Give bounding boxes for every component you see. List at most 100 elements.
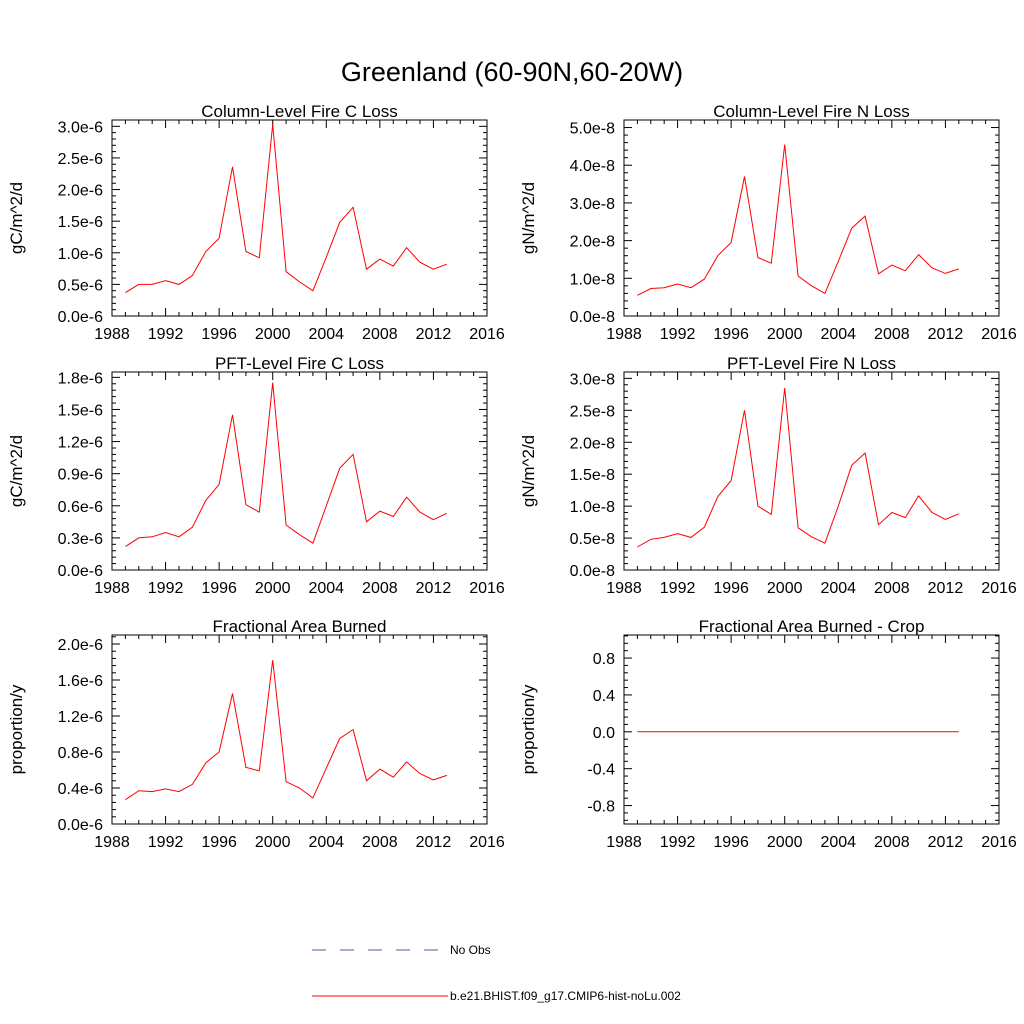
- x-tick-label: 2016: [981, 580, 1017, 597]
- x-tick-label: 2008: [362, 326, 398, 343]
- plot-frame: [623, 634, 1000, 825]
- panel-title: PFT-Level Fire N Loss: [727, 354, 896, 373]
- y-axis-label: gC/m^2/d: [7, 182, 26, 254]
- series-line: [125, 660, 447, 801]
- y-tick-label: 0.4e-6: [58, 781, 103, 798]
- panel-title: Fractional Area Burned: [213, 617, 387, 636]
- y-tick-label: 0.0e-6: [58, 563, 103, 580]
- y-tick-label: 0.8e-6: [58, 745, 103, 762]
- y-axis-label: gN/m^2/d: [519, 435, 538, 507]
- x-tick-label: 1996: [713, 834, 749, 851]
- y-tick-label: 0.8: [593, 651, 615, 668]
- series-line: [125, 382, 448, 547]
- x-tick-label: 2004: [308, 834, 344, 851]
- chart-panel-1: Column-Level Fire C Loss gC/m^2/d 1988 1992…: [7, 102, 505, 343]
- y-tick-label: 0.4: [593, 688, 615, 705]
- x-tick-label: 2000: [255, 834, 291, 851]
- x-tick-label: 1988: [94, 326, 130, 343]
- y-tick-label: 2.5e-6: [58, 151, 103, 168]
- y-tick-label: 0.0: [593, 725, 615, 742]
- panel-title: Fractional Area Burned - Crop: [699, 617, 925, 636]
- y-tick-label: 0.0e-8: [570, 309, 615, 326]
- y-tick-label: 2.0e-8: [570, 435, 615, 452]
- y-axis-label: proportion/y: [519, 684, 538, 774]
- x-tick-label: 2000: [255, 326, 291, 343]
- x-tick-label: 2008: [874, 326, 910, 343]
- y-tick-label: 2.0e-6: [58, 637, 103, 654]
- y-tick-label: 1.5e-6: [58, 214, 103, 231]
- x-tick-label: 2000: [767, 326, 803, 343]
- plot-frame: [623, 119, 1000, 317]
- figure-title: Greenland (60-90N,60-20W): [341, 57, 683, 87]
- series-line: [637, 387, 959, 548]
- x-tick-label: 1988: [94, 580, 130, 597]
- x-tick-label: 2004: [820, 834, 856, 851]
- x-tick-label: 2000: [767, 834, 803, 851]
- y-tick-label: -0.8: [587, 799, 615, 816]
- x-tick-label: 1992: [660, 326, 696, 343]
- chart-panel-2: Column-Level Fire N Loss gN/m^2/d 1988 1992…: [519, 102, 1017, 343]
- y-tick-label: 4.0e-8: [570, 158, 615, 175]
- panel-title: Column-Level Fire C Loss: [201, 102, 398, 121]
- x-tick-label: 2004: [308, 326, 344, 343]
- y-tick-label: 1.8e-6: [58, 370, 103, 387]
- x-tick-label: 1988: [606, 580, 642, 597]
- y-tick-label: 0.9e-6: [58, 467, 103, 484]
- plot-frame: [111, 119, 488, 317]
- y-axis-label: gC/m^2/d: [7, 435, 26, 507]
- y-tick-label: 3.0e-6: [58, 119, 103, 136]
- series-line: [125, 124, 447, 294]
- panel-title: PFT-Level Fire C Loss: [215, 354, 384, 373]
- x-tick-label: 1996: [713, 326, 749, 343]
- x-tick-label: 2016: [469, 326, 505, 343]
- x-tick-label: 1988: [606, 834, 642, 851]
- chart-panel-3: PFT-Level Fire C Loss gC/m^2/d 1988 1992 199…: [7, 354, 505, 597]
- x-tick-label: 2008: [362, 834, 398, 851]
- x-tick-label: 2012: [416, 580, 452, 597]
- x-tick-label: 1996: [201, 326, 237, 343]
- x-tick-label: 1992: [148, 834, 184, 851]
- plot-frame: [623, 371, 1000, 571]
- y-tick-label: 0.0e-8: [570, 563, 615, 580]
- panel-title: Column-Level Fire N Loss: [713, 102, 910, 121]
- y-tick-label: 0.5e-6: [58, 277, 103, 294]
- y-tick-label: 0.5e-8: [570, 531, 615, 548]
- x-tick-label: 2012: [928, 326, 964, 343]
- x-tick-label: 2008: [362, 580, 398, 597]
- chart-panel-5: Fractional Area Burned proportion/y 1988 19…: [7, 617, 505, 851]
- y-axis-label: proportion/y: [7, 684, 26, 774]
- chart-panel-6: Fractional Area Burned - Crop proportion/…: [519, 617, 1017, 851]
- x-tick-label: 1988: [94, 834, 130, 851]
- legend: No Obs b.e21.BHIST.f09_g17.CMIP6-hist-no…: [312, 943, 681, 1003]
- x-tick-label: 2008: [874, 580, 910, 597]
- x-tick-label: 2012: [416, 834, 452, 851]
- x-tick-label: 1996: [201, 834, 237, 851]
- x-tick-label: 1988: [606, 326, 642, 343]
- x-tick-label: 2016: [981, 326, 1017, 343]
- y-tick-label: 5.0e-8: [570, 121, 615, 138]
- y-axis-label: gN/m^2/d: [519, 182, 538, 254]
- x-tick-label: 1996: [713, 580, 749, 597]
- x-tick-label: 2012: [416, 326, 452, 343]
- y-tick-label: 1.2e-6: [58, 709, 103, 726]
- x-tick-label: 2016: [469, 834, 505, 851]
- y-tick-label: 1.2e-6: [58, 435, 103, 452]
- y-tick-label: 1.5e-6: [58, 402, 103, 419]
- x-tick-label: 2016: [469, 580, 505, 597]
- x-tick-label: 2000: [767, 580, 803, 597]
- legend-label-no-obs: No Obs: [450, 943, 491, 957]
- y-tick-label: 3.0e-8: [570, 371, 615, 388]
- y-tick-label: 0.0e-6: [58, 817, 103, 834]
- panels-group: Column-Level Fire C Loss gC/m^2/d 1988 1992…: [7, 102, 1017, 851]
- x-tick-label: 2012: [928, 580, 964, 597]
- x-tick-label: 1992: [660, 834, 696, 851]
- y-tick-label: 2.0e-8: [570, 234, 615, 251]
- series-line: [637, 144, 959, 296]
- y-tick-label: -0.4: [587, 762, 615, 779]
- y-tick-label: 1.0e-6: [58, 246, 103, 263]
- y-tick-label: 3.0e-8: [570, 196, 615, 213]
- x-tick-label: 2004: [820, 580, 856, 597]
- y-tick-label: 0.0e-6: [58, 309, 103, 326]
- plot-frame: [111, 634, 488, 825]
